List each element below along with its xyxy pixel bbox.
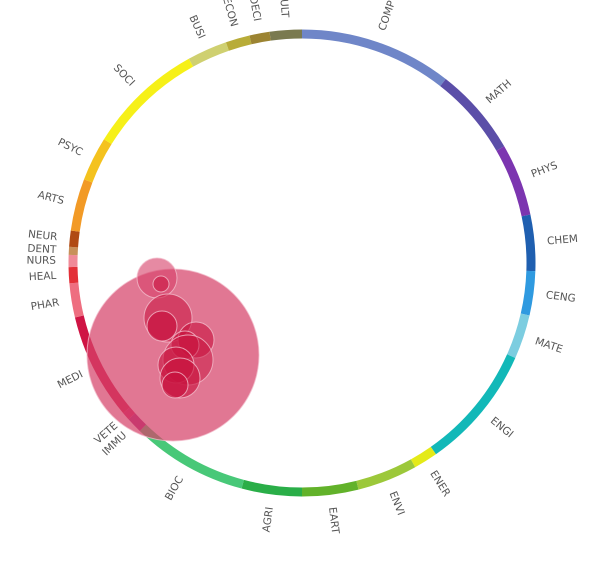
segment-label-agri: AGRI — [261, 506, 276, 533]
ring-segment-envi — [356, 459, 416, 490]
ring-segment-soci — [103, 58, 194, 145]
ring-segment-agri — [241, 479, 303, 497]
bubble-dot — [152, 275, 170, 293]
ring-segment-phar — [69, 282, 84, 318]
segment-label-neur: NEUR — [27, 228, 58, 243]
ring-segment-mate — [507, 313, 530, 358]
segment-label-psyc: PSYC — [56, 136, 85, 158]
segment-label-math: MATH — [484, 78, 514, 107]
segment-label-phar: PHAR — [30, 297, 60, 313]
segment-label-mult: MULT — [277, 0, 291, 19]
segment-label-soci: SOCI — [111, 62, 137, 89]
ring-segment-engi — [430, 354, 516, 455]
ring-segment-chem — [521, 214, 536, 272]
ring-segment-eart — [301, 480, 359, 497]
segment-label-ceng: CENG — [545, 289, 576, 305]
ring-segment-busi — [188, 42, 229, 67]
segment-label-econ: ECON — [220, 0, 240, 28]
segment-label-nurs: NURS — [26, 255, 56, 267]
segment-label-comp: COMP — [376, 0, 397, 32]
ring-segment-heal — [68, 266, 79, 284]
segment-label-chem: CHEM — [547, 233, 579, 248]
segment-label-ener: ENER — [427, 468, 452, 498]
ring-segment-ceng — [520, 270, 536, 316]
ring-segment-math — [440, 79, 505, 151]
bubble-core-8 — [161, 371, 189, 399]
segment-label-engi: ENGI — [488, 415, 515, 441]
ring-segment-arts — [70, 179, 93, 232]
segment-label-medi: MEDI — [56, 368, 85, 391]
ring-segment-econ — [225, 35, 252, 51]
segment-label-busi: BUSI — [186, 13, 207, 40]
segment-label-eart: EART — [326, 506, 341, 535]
segment-label-heal: HEAL — [29, 270, 57, 283]
ring-segment-mult — [269, 29, 303, 41]
segment-label-phys: PHYS — [530, 159, 560, 180]
bubble-cluster — [86, 257, 260, 442]
ring-segment-phys — [496, 146, 531, 217]
ring-segment-psyc — [84, 139, 112, 183]
subject-labels: MULT COMP MATH PHYS CHEM CENG MATE ENGI ENER ENVI… — [26, 0, 578, 535]
ring-segment-neur — [69, 230, 80, 248]
ring-segment-deci — [249, 31, 271, 45]
segment-label-envi: ENVI — [387, 490, 407, 517]
segment-label-bioc: BIOC — [163, 474, 186, 502]
segment-label-dent: DENT — [27, 243, 57, 257]
segment-label-arts: ARTS — [36, 189, 65, 207]
segment-label-mate: MATE — [533, 335, 564, 355]
ring-segment-ener — [410, 446, 436, 468]
segment-label-deci: DECI — [247, 0, 263, 22]
bubble-core-2 — [146, 310, 178, 342]
ring-segment-comp — [301, 29, 446, 87]
